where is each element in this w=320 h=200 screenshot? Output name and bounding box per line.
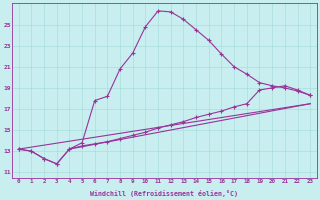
- X-axis label: Windchill (Refroidissement éolien,°C): Windchill (Refroidissement éolien,°C): [91, 190, 238, 197]
